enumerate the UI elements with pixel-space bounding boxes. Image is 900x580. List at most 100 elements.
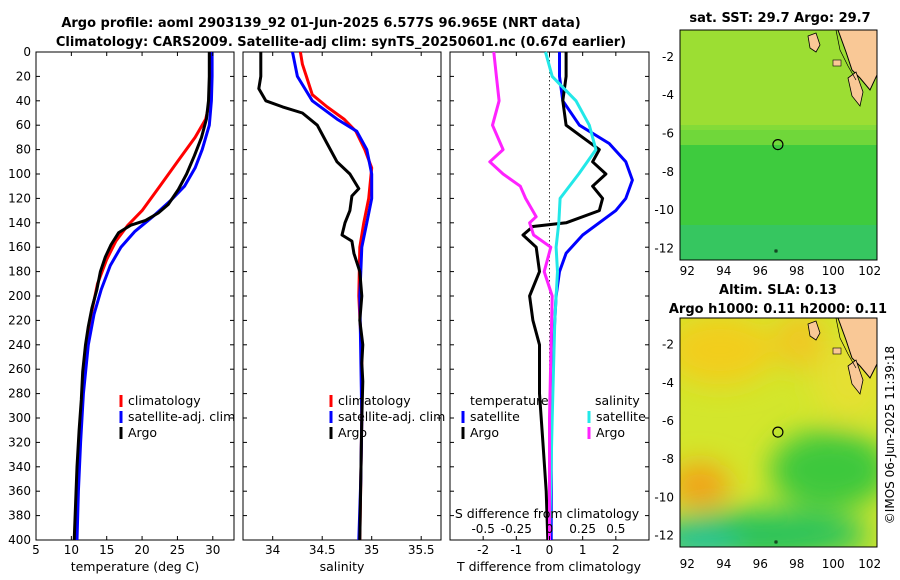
small-island <box>774 249 778 253</box>
x-tick-label: 20 <box>134 543 149 557</box>
island <box>807 32 821 53</box>
x-tick-label: 2 <box>612 543 620 557</box>
map-y-tick-label: -2 <box>662 338 674 352</box>
x-tick-label: 15 <box>99 543 114 557</box>
legend-label-argo: Argo <box>338 425 367 440</box>
depth-tick-label: 80 <box>16 143 31 157</box>
island <box>832 59 842 67</box>
difference-profiles <box>488 51 634 541</box>
x-tick-label: 30 <box>205 543 220 557</box>
depth-tick-label: 320 <box>8 435 31 449</box>
map-y-tick-label: -10 <box>654 203 674 217</box>
sumatra-land <box>837 318 877 379</box>
x-tick-label: 34 <box>265 543 280 557</box>
coastline <box>835 30 857 81</box>
map-x-tick-label: 98 <box>789 264 804 278</box>
s-difference-label: S difference from climatology <box>455 506 640 521</box>
small-island <box>774 540 778 544</box>
sla-map-frame <box>679 317 878 548</box>
legend-label-satellite: satellite-adj. clim <box>338 409 445 424</box>
map-y-tick-label: -4 <box>662 376 674 390</box>
map-x-tick-label: 94 <box>716 264 731 278</box>
profile-line-satellite-adj-clim <box>75 52 214 541</box>
imos-timestamp: ©IMOS 06-Jun-2025 11:39:18 <box>883 346 897 524</box>
x-tick-label: 1 <box>579 543 587 557</box>
depth-tick-label: 360 <box>8 484 31 498</box>
map-x-tick-label: 100 <box>822 557 845 571</box>
profile-line-salinity-satellite <box>544 51 598 541</box>
map-x-tick-label: 102 <box>858 264 881 278</box>
island <box>847 359 864 395</box>
map-y-tick-label: -6 <box>662 414 674 428</box>
map-y-tick-label: -4 <box>662 88 674 102</box>
legend-label-sal-satellite: satellite <box>596 409 646 424</box>
sumatra-land <box>837 30 877 91</box>
sla-map-title: Altim. SLA: 0.13 <box>719 283 837 298</box>
depth-tick-label: 20 <box>16 69 31 83</box>
map-x-tick-label: 96 <box>753 264 768 278</box>
title-line-2: Climatology: CARS2009. Satellite-adj cli… <box>56 35 626 50</box>
sst-south-band <box>680 130 877 260</box>
legend-label-argo: Argo <box>128 425 157 440</box>
x-tick-label: 34.5 <box>309 543 336 557</box>
sst-map-title: sat. SST: 29.7 Argo: 29.7 <box>689 11 870 26</box>
sla-map-image <box>680 318 877 547</box>
profile-line-salinity-argo <box>488 51 554 540</box>
coastline <box>835 318 857 369</box>
sst-map-image <box>680 30 877 260</box>
map-y-tick-label: -10 <box>654 490 674 504</box>
legend-label-climatology: climatology <box>128 393 201 408</box>
sla-blob <box>770 430 877 510</box>
legend-label-temp-satellite: satellite <box>470 409 520 424</box>
s-tick-label: -0.5 <box>471 522 494 536</box>
depth-tick-label: 140 <box>8 216 31 230</box>
map-x-tick-label: 102 <box>858 557 881 571</box>
salinity-profiles <box>257 51 374 541</box>
island <box>847 71 864 107</box>
profile-line-argo <box>72 52 211 541</box>
x-tick-label: 35.5 <box>408 543 435 557</box>
temperature-profiles <box>72 52 214 541</box>
sst-front <box>680 125 877 145</box>
depth-tick-label: 120 <box>8 191 31 205</box>
depth-tick-label: 380 <box>8 509 31 523</box>
x-tick-label: -1 <box>510 543 522 557</box>
depth-tick-label: 340 <box>8 460 31 474</box>
legend-label-satellite: satellite-adj. clim <box>128 409 235 424</box>
sla-blob <box>775 318 825 370</box>
x-tick-label: 25 <box>170 543 185 557</box>
map-x-tick-label: 92 <box>680 557 695 571</box>
salinity-x-label: salinity <box>320 559 365 574</box>
depth-tick-label: 60 <box>16 118 31 132</box>
depth-tick-label: 220 <box>8 313 31 327</box>
x-tick-label: 0 <box>546 543 554 557</box>
axis-ticks: 0204060801001201401601802002202402602803… <box>8 45 881 571</box>
temperature-x-label: temperature (deg C) <box>71 559 200 574</box>
map-y-tick-label: -8 <box>662 165 674 179</box>
temperature-legend: climatology satellite-adj. clim Argo <box>119 393 235 440</box>
depth-tick-label: 260 <box>8 362 31 376</box>
depth-tick-label: 300 <box>8 411 31 425</box>
salinity-legend: climatology satellite-adj. clim Argo <box>329 393 445 440</box>
salinity-axes <box>242 51 442 541</box>
x-tick-label: 35 <box>364 543 379 557</box>
difference-x-label: T difference from climatology <box>456 559 642 574</box>
title-line-1: Argo profile: aoml 2903139_92 01-Jun-202… <box>61 16 580 31</box>
map-y-tick-label: -12 <box>654 242 674 256</box>
map-x-tick-label: 94 <box>716 557 731 571</box>
sst-map-frame <box>679 29 878 261</box>
depth-tick-label: 0 <box>23 45 31 59</box>
argo-location-marker <box>772 139 784 151</box>
legend-title-salinity: salinity <box>595 393 640 408</box>
sla-blob <box>680 530 740 547</box>
legend-label-temp-argo: Argo <box>470 425 499 440</box>
depth-tick-label: 160 <box>8 240 31 254</box>
x-tick-label: 5 <box>32 543 40 557</box>
map-y-tick-label: -2 <box>662 50 674 64</box>
s-tick-label: 0.5 <box>606 522 625 536</box>
sst-south-edge <box>680 225 877 260</box>
profile-line-temperature-satellite <box>549 52 634 540</box>
map-y-tick-label: -6 <box>662 127 674 141</box>
argo-location-marker <box>772 426 784 438</box>
